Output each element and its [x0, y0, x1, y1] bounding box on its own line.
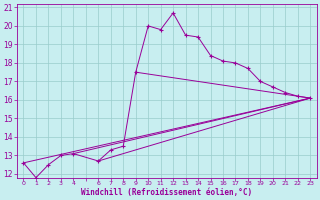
X-axis label: Windchill (Refroidissement éolien,°C): Windchill (Refroidissement éolien,°C): [81, 188, 252, 197]
